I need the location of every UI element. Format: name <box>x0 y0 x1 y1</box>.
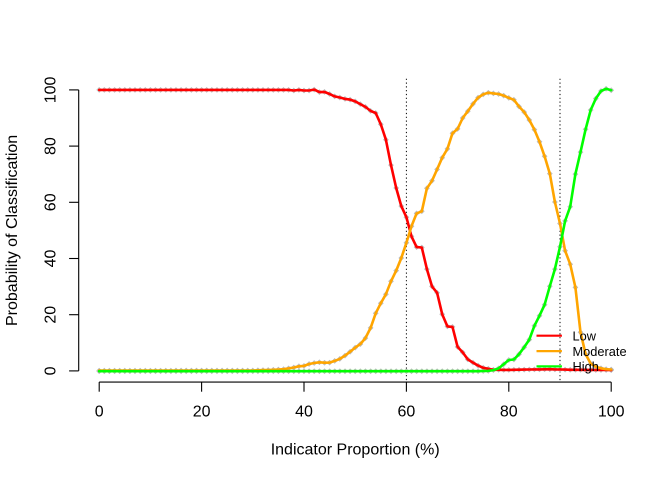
svg-text:80: 80 <box>500 404 518 421</box>
svg-text:0: 0 <box>95 404 104 421</box>
svg-text:60: 60 <box>398 404 416 421</box>
svg-text:40: 40 <box>43 250 60 268</box>
svg-text:High: High <box>573 359 599 374</box>
svg-text:20: 20 <box>193 404 211 421</box>
svg-text:Low: Low <box>573 329 597 344</box>
svg-text:0: 0 <box>43 366 60 375</box>
svg-text:60: 60 <box>43 193 60 211</box>
svg-text:100: 100 <box>43 76 60 103</box>
svg-text:80: 80 <box>43 137 60 155</box>
svg-text:40: 40 <box>295 404 313 421</box>
svg-text:Moderate: Moderate <box>573 344 627 359</box>
svg-text:20: 20 <box>43 306 60 324</box>
svg-text:Probability of Classification: Probability of Classification <box>4 135 21 326</box>
svg-text:Indicator Proportion (%): Indicator Proportion (%) <box>271 442 440 459</box>
svg-text:100: 100 <box>598 404 625 421</box>
